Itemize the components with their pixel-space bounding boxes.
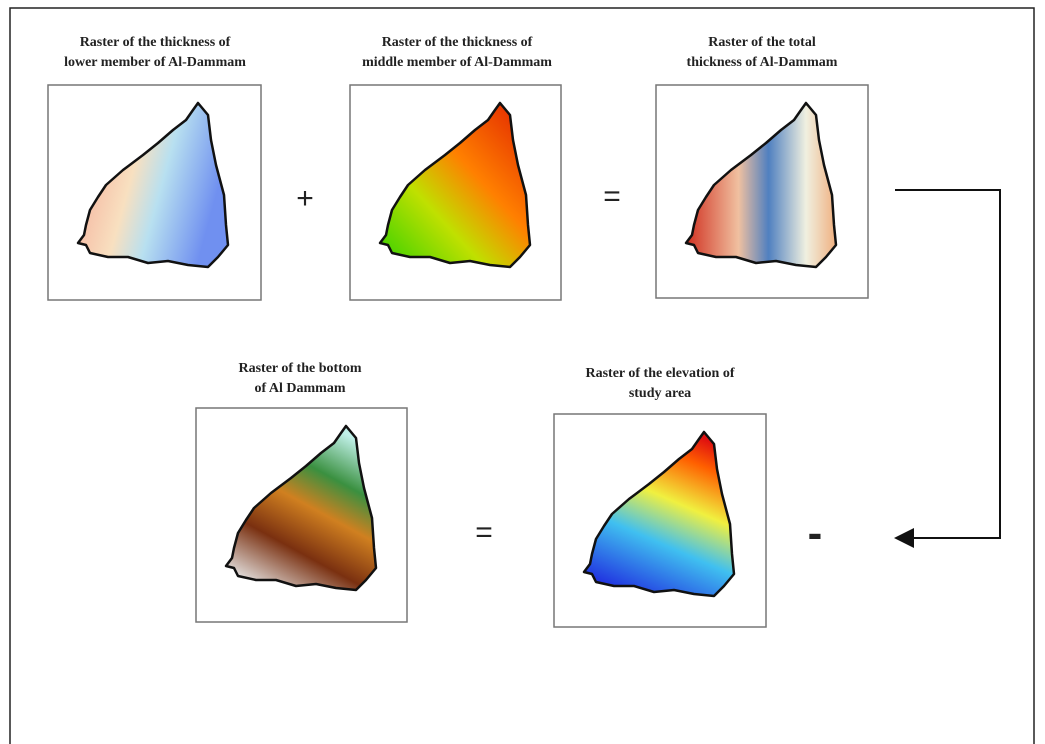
panel-title: Raster of the bottom bbox=[239, 361, 362, 376]
operator: = bbox=[475, 516, 493, 549]
panel-title: of Al Dammam bbox=[255, 381, 346, 396]
diagram: Raster of the thickness of lower member … bbox=[0, 0, 1045, 744]
panel-title: thickness of Al-Dammam bbox=[687, 55, 838, 70]
operator: + bbox=[296, 182, 314, 215]
panel-title: Raster of the thickness of bbox=[80, 35, 231, 50]
panel: Raster of the thickness of middle member… bbox=[350, 35, 561, 300]
panel-title: Raster of the elevation of bbox=[585, 366, 734, 381]
operator: - bbox=[808, 509, 823, 558]
panel-title: lower member of Al-Dammam bbox=[64, 55, 246, 70]
panel-title: middle member of Al-Dammam bbox=[362, 55, 552, 70]
panel-title: Raster of the total bbox=[708, 35, 816, 50]
panel: Raster of the elevation of study area bbox=[554, 366, 766, 627]
panel: Raster of the thickness of lower member … bbox=[48, 35, 261, 300]
panel-title: study area bbox=[629, 386, 691, 401]
operator: = bbox=[603, 180, 621, 213]
arrow bbox=[895, 190, 1000, 538]
panel: Raster of the bottom of Al Dammam bbox=[196, 361, 407, 622]
panel: Raster of the total thickness of Al-Damm… bbox=[656, 35, 868, 298]
panel-title: Raster of the thickness of bbox=[382, 35, 533, 50]
